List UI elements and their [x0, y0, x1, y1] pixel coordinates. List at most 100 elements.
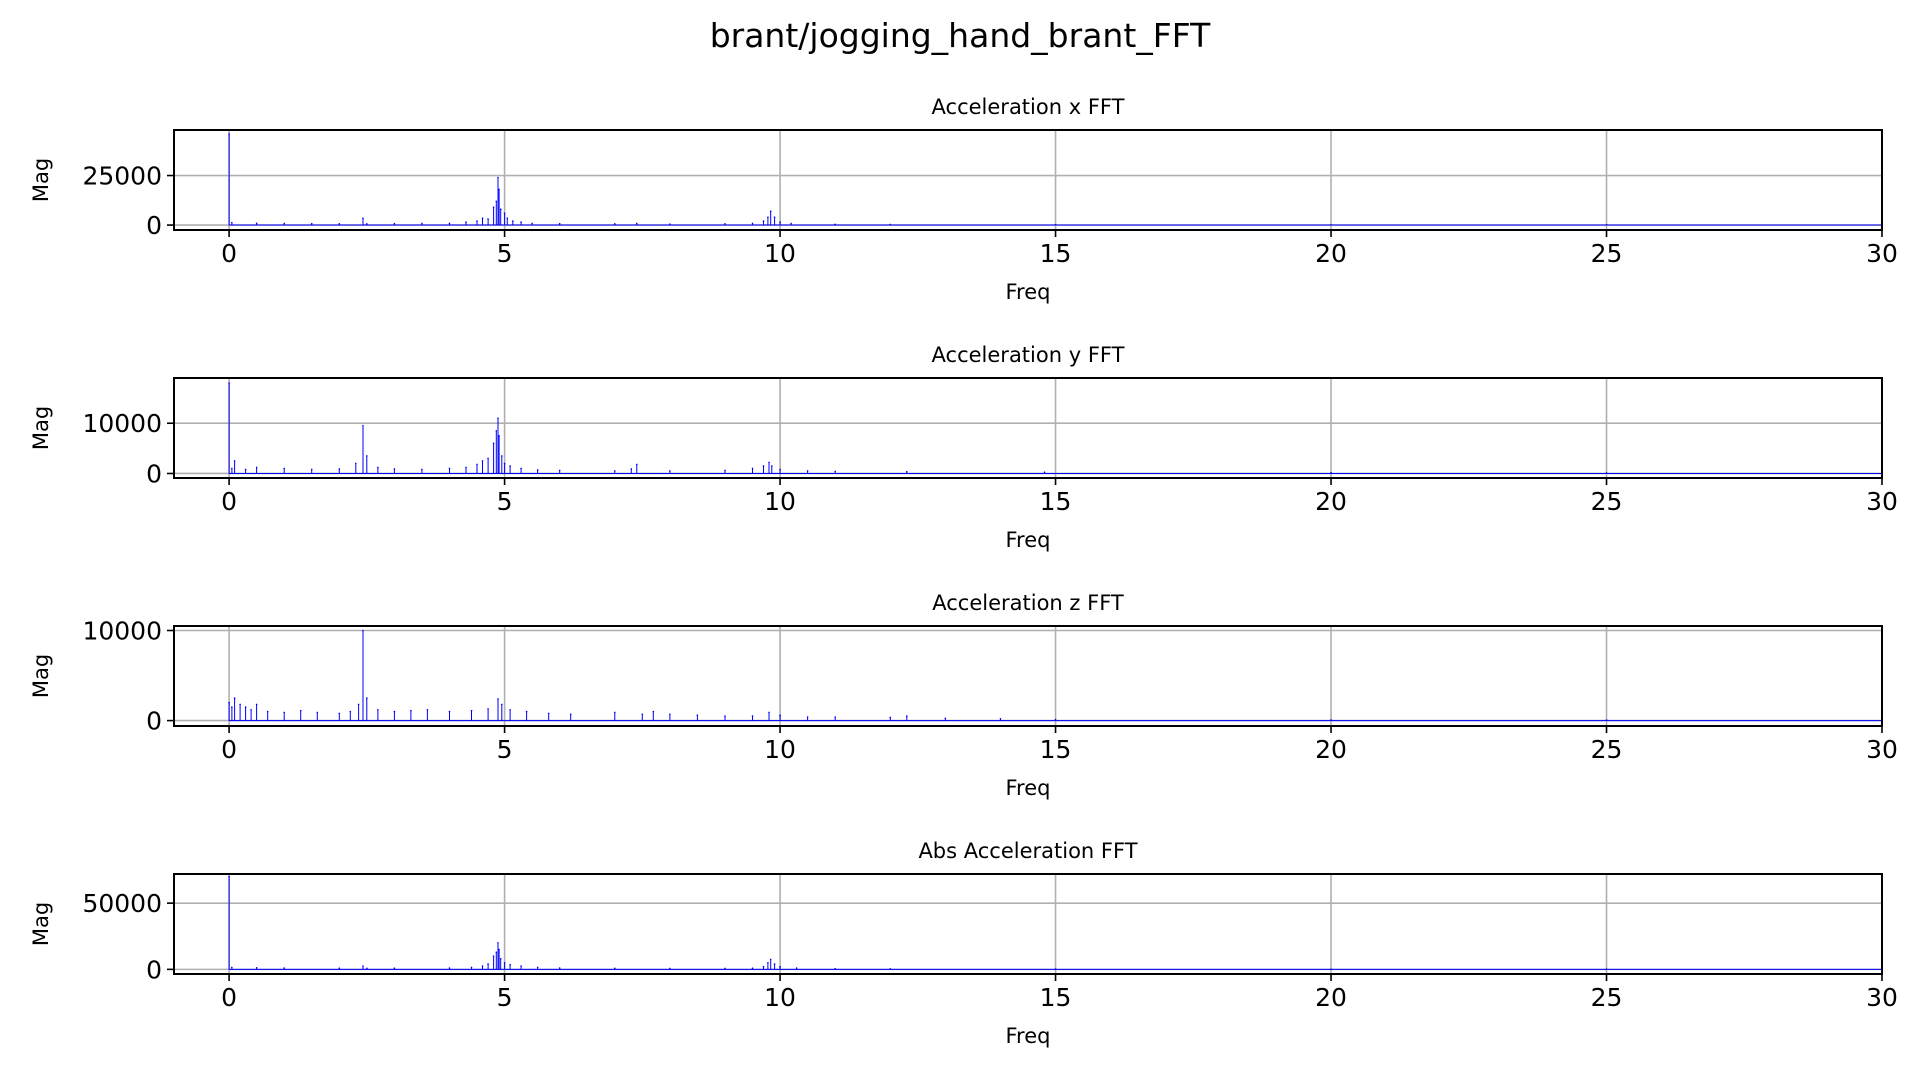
- panel-2-xtick-label: 0: [221, 487, 237, 516]
- panel-3-data-point: [497, 698, 499, 700]
- panel-3-data-point: [806, 716, 809, 718]
- panel-3-data-point: [426, 708, 429, 711]
- panel-1-data-point: [613, 223, 616, 225]
- panel-2-data-point: [669, 470, 671, 472]
- panel-2-data-point: [779, 468, 781, 471]
- panel-3-data-point: [283, 711, 285, 714]
- panel-4-data-point: [769, 958, 772, 961]
- panel-3-data-point: [905, 715, 908, 717]
- panel-2-ytick-label: 0: [146, 459, 162, 488]
- panel-2-data-point: [487, 457, 489, 460]
- panel-3-ytick-label: 10000: [82, 617, 162, 646]
- panel-2-data-point: [338, 468, 341, 470]
- panel-3-data-point: [377, 708, 379, 711]
- panel-2-title: Acceleration y FFT: [932, 343, 1125, 367]
- panel-3-data-point: [834, 716, 836, 718]
- panel-3-data-point: [228, 701, 230, 704]
- panel-1-data-point: [724, 223, 726, 225]
- panel-4-data-point: [773, 963, 776, 965]
- panel-3-data-point: [487, 708, 489, 710]
- panel-4-data-point: [520, 965, 522, 967]
- panel-4-data-point: [492, 955, 495, 957]
- panel-2-data-point: [393, 468, 396, 470]
- panel-1-data-point: [779, 221, 781, 223]
- panel-3-data-point: [316, 711, 319, 714]
- panel-1-data-point: [790, 222, 792, 225]
- panel-2-data-point: [768, 461, 770, 464]
- panel-3-data-point: [724, 715, 726, 717]
- panel-4-data-point: [362, 965, 364, 967]
- panel-1-xtick-label: 30: [1866, 239, 1898, 268]
- panel-3-data-point: [547, 712, 550, 715]
- panel-2-xtick-label: 15: [1040, 487, 1072, 516]
- panel-4-xlabel: Freq: [1006, 1024, 1051, 1048]
- panel-3-data-point: [255, 703, 258, 706]
- panel-4-data-point: [481, 965, 484, 967]
- panel-3-data-point: [357, 703, 360, 706]
- panel-2-series-1-line: [228, 383, 1883, 474]
- panel-4-ytick-label: 50000: [82, 889, 162, 918]
- panel-4-xtick-label: 10: [764, 983, 796, 1012]
- panel-1-data-point: [487, 218, 489, 220]
- panel-2-data-point: [244, 468, 247, 471]
- panel-3-data-point: [250, 708, 252, 711]
- panel-3-data-point: [410, 709, 412, 712]
- panel-2-xtick-label: 5: [497, 487, 513, 516]
- panel-4-data-point: [1054, 968, 1057, 970]
- panel-1-data-point: [492, 206, 495, 209]
- panel-1-data-point: [495, 200, 498, 203]
- panel-4-xtick-label: 20: [1315, 983, 1347, 1012]
- panel-3-data-point: [509, 708, 511, 711]
- panel-2-data-point: [283, 467, 285, 470]
- panel-2-data-point: [501, 455, 503, 457]
- panel-3-data-point: [779, 714, 781, 716]
- panel-4-xtick-label: 15: [1040, 983, 1072, 1012]
- panel-2-data-point: [492, 442, 495, 445]
- panel-4-data-point: [255, 966, 258, 969]
- panel-3-data-point: [569, 713, 572, 716]
- panel-3-data-point: [239, 703, 241, 706]
- panel-3-xtick-label: 15: [1040, 735, 1072, 764]
- panel-1-data-point: [506, 217, 509, 219]
- panel-4-data-point: [228, 875, 230, 878]
- panel-1-data-point: [834, 223, 836, 226]
- panel-4-data-point: [1605, 968, 1608, 970]
- panel-3-data-point: [338, 712, 341, 715]
- panel-3-data-point: [366, 697, 368, 699]
- panel-1-data-point: [421, 222, 423, 225]
- panel-3-series-1-line: [228, 630, 1883, 722]
- panel-1-data-point: [465, 221, 467, 223]
- panel-4-data-point: [536, 966, 539, 969]
- panel-3-data-point: [1330, 719, 1332, 721]
- panel-3-data-point: [233, 697, 236, 699]
- panel-2-data-point: [233, 460, 236, 462]
- panel-2-data-point: [771, 465, 773, 467]
- panel-1-xtick-label: 0: [221, 239, 237, 268]
- panel-4-data-point: [495, 951, 498, 953]
- panel-4-data-point: [889, 968, 892, 970]
- panel-2-data-point: [228, 382, 230, 384]
- panel-2-data-point: [481, 460, 484, 462]
- panel-3-data-point: [999, 717, 1002, 720]
- panel-4-data-point: [231, 966, 233, 969]
- panel-4-xtick-label: 25: [1591, 983, 1623, 1012]
- panel-2-xtick-label: 25: [1591, 487, 1623, 516]
- panel-1-data-point: [669, 223, 671, 225]
- panel-3-data-point: [944, 717, 947, 720]
- panel-3-data-point: [299, 709, 302, 712]
- panel-3-xlabel: Freq: [1006, 776, 1051, 800]
- panel-3-data-point: [1054, 718, 1057, 721]
- panel-2-data-point: [476, 463, 478, 466]
- panel-2-xtick-label: 30: [1866, 487, 1898, 516]
- panel-2-data-point: [636, 463, 638, 466]
- panel-3-axes-frame: [173, 625, 1883, 727]
- panel-4-title: Abs Acceleration FFT: [918, 839, 1137, 863]
- panel-2-ylabel: Mag: [29, 406, 53, 450]
- panel-4-data-point: [498, 948, 500, 951]
- panel-4-data-point: [767, 961, 769, 964]
- panel-2-data-point: [630, 468, 633, 470]
- panel-2-xtick-label: 10: [764, 487, 796, 516]
- panel-1-data-point: [512, 220, 514, 222]
- panel-3-data-point: [889, 716, 892, 719]
